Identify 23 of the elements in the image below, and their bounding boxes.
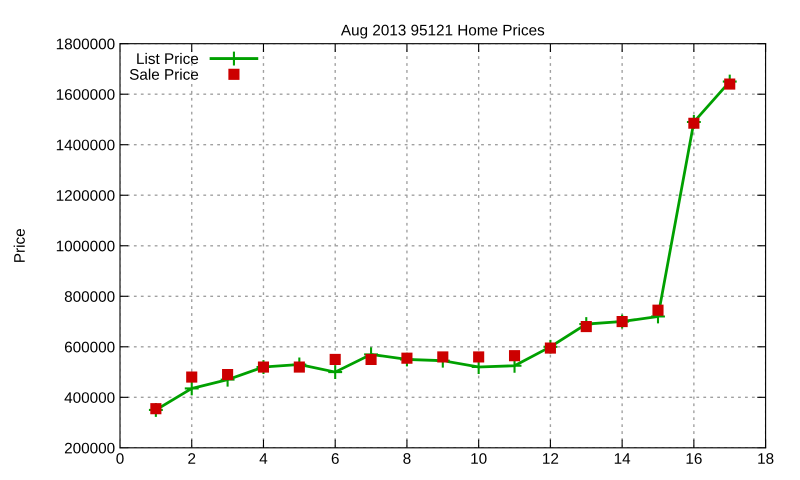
y-tick-label: 200000 <box>64 442 115 454</box>
legend-label: List Price <box>137 52 198 64</box>
y-axis-title: Price <box>14 229 25 262</box>
x-tick-label: 10 <box>471 453 487 464</box>
x-tick-label: 8 <box>403 453 411 464</box>
x-tick-label: 16 <box>686 453 702 464</box>
y-tick-label: 400000 <box>64 392 115 404</box>
chart-title: Aug 2013 95121 Home Prices <box>340 24 544 39</box>
y-tick-label: 600000 <box>64 342 115 352</box>
x-tick-label: 4 <box>260 453 268 464</box>
y-tick-label: 1200000 <box>56 190 115 201</box>
y-tick-label: 1000000 <box>56 240 115 252</box>
y-tick-label: 1600000 <box>56 89 115 100</box>
x-tick-label: 2 <box>188 453 196 464</box>
x-tick-label: 18 <box>758 453 774 464</box>
x-tick-label: 12 <box>543 453 558 464</box>
y-tick-label: 1400000 <box>56 140 115 150</box>
y-tick-label: 800000 <box>64 291 115 302</box>
y-tick-label: 1800000 <box>56 38 115 50</box>
x-tick-label: 0 <box>116 453 124 464</box>
legend-label: Sale Price <box>130 68 198 80</box>
x-tick-label: 14 <box>614 453 630 464</box>
x-tick-label: 6 <box>332 453 339 464</box>
